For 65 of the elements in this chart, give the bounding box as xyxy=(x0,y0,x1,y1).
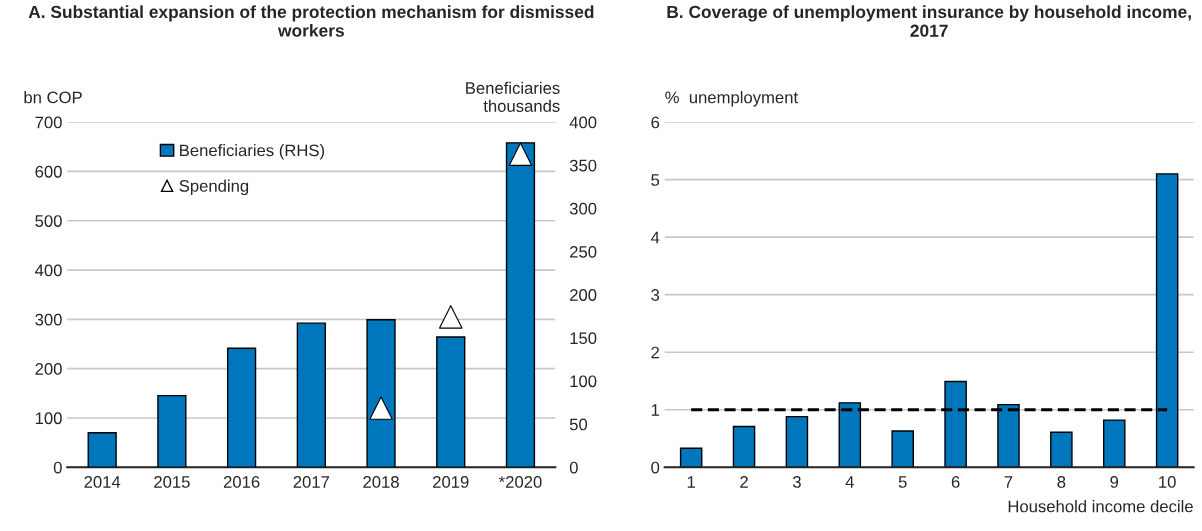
x-tick-label: 8 xyxy=(1057,476,1066,488)
y-tick-label: 700 xyxy=(35,116,62,129)
x-tick-label: 6 xyxy=(951,476,960,488)
y2-tick-label: 0 xyxy=(569,461,578,474)
y2-tick-label: 300 xyxy=(569,202,597,215)
x-tick-label: 2016 xyxy=(223,476,260,488)
x-tick-label: 4 xyxy=(845,476,854,488)
y-axis-title: bn COP xyxy=(24,91,82,104)
bar xyxy=(891,430,914,468)
x-tick-label: 3 xyxy=(792,476,801,488)
y-tick-label: 5 xyxy=(651,174,660,186)
legend-label: Beneficiaries (RHS) xyxy=(180,144,325,160)
y-tick-label: 2 xyxy=(651,346,660,359)
bar xyxy=(436,336,466,468)
x-tick-label: 2018 xyxy=(363,476,399,488)
y-tick-label: 3 xyxy=(651,289,660,301)
y-tick-label: 500 xyxy=(35,215,62,227)
y-tick-label: 600 xyxy=(35,165,62,178)
x-tick-label: 2017 xyxy=(293,476,330,488)
y-tick-label: 4 xyxy=(650,231,660,244)
y2-tick-label: 400 xyxy=(569,116,597,129)
legend-label: Spending xyxy=(179,179,249,196)
y-tick-label: 300 xyxy=(35,313,62,326)
x-tick-label: 9 xyxy=(1110,476,1119,488)
x-tick-label: 2015 xyxy=(154,476,190,488)
y2-axis-title: Beneficiaries thousands xyxy=(466,81,560,112)
bar xyxy=(785,415,809,468)
x-tick-label: 7 xyxy=(1004,476,1013,488)
bar xyxy=(296,322,326,468)
bar xyxy=(505,142,536,468)
point xyxy=(438,305,463,329)
x-tick-label: 2014 xyxy=(84,476,121,488)
y-tick-label: 400 xyxy=(35,264,62,277)
bar xyxy=(366,319,396,468)
y-tick-label: 100 xyxy=(35,412,62,425)
y-tick-label: 200 xyxy=(35,363,62,375)
y-tick-label: 1 xyxy=(651,404,660,416)
chart-title: B. Coverage of unemployment insurance by household income, 2017 xyxy=(667,5,1191,37)
y2-tick-label: 150 xyxy=(570,332,597,345)
x-axis-title: Household income decile xyxy=(1008,500,1193,513)
bar xyxy=(1050,431,1073,468)
x-tick-label: 5 xyxy=(898,476,907,488)
x-tick-label: 1 xyxy=(687,476,695,488)
y-tick-label: 0 xyxy=(53,461,62,474)
y2-tick-label: 350 xyxy=(569,159,597,172)
y2-tick-label: 200 xyxy=(570,289,597,301)
x-tick-label: *2020 xyxy=(498,476,542,488)
y-tick-label: 0 xyxy=(651,461,660,474)
bar xyxy=(226,347,257,468)
y-axis-title: % unemployment xyxy=(665,91,798,107)
y-tick-label: 6 xyxy=(651,116,660,129)
y2-tick-label: 250 xyxy=(570,245,597,258)
bar xyxy=(1102,419,1126,468)
x-tick-label: 10 xyxy=(1159,476,1176,488)
bar xyxy=(732,425,756,468)
x-tick-label: 2019 xyxy=(433,476,469,488)
bar xyxy=(679,447,703,468)
bar xyxy=(157,394,187,468)
y2-tick-label: 50 xyxy=(569,418,588,431)
chart-title: A. Substantial expansion of the protection mechanism for dismissed workers xyxy=(28,5,594,37)
x-tick-label: 2 xyxy=(740,476,748,488)
point xyxy=(508,142,533,166)
y2-tick-label: 100 xyxy=(570,375,597,388)
point xyxy=(369,396,393,420)
bar xyxy=(87,432,117,468)
